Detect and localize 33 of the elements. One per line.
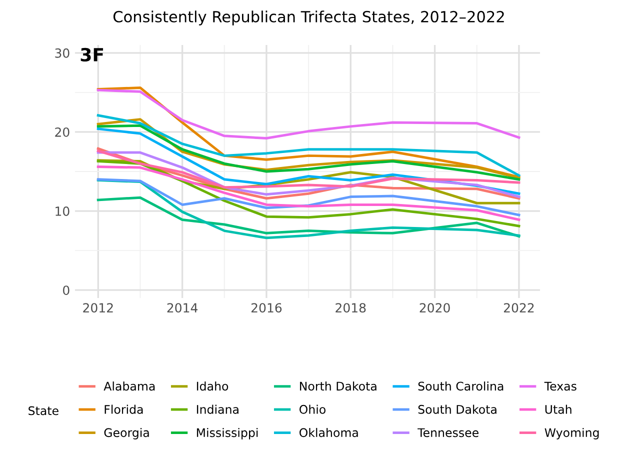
legend-label: Oklahoma [300, 428, 358, 438]
x-tick-label: 2018 [336, 303, 366, 313]
legend-label: Florida [104, 404, 143, 414]
chart-title: Consistently Republican Trifecta States, 2012–2022 [113, 10, 504, 26]
legend-label: Idaho [196, 381, 228, 391]
legend-label: South Carolina [418, 381, 504, 391]
legend-label: Indiana [196, 404, 238, 414]
legend-label: Georgia [104, 428, 149, 440]
annotation: 3F [80, 48, 104, 62]
legend-title: State [28, 406, 58, 416]
line-series [96, 150, 520, 189]
legend-label: Wyoming [544, 428, 599, 440]
line-series [96, 178, 520, 216]
legend-label: North Dakota [300, 381, 376, 391]
legend-label: Alabama [104, 381, 155, 391]
x-tick-label: 2020 [420, 303, 450, 313]
y-tick-label: 30 [55, 48, 70, 58]
legend-label: Utah [545, 404, 572, 414]
x-tick-label: 2022 [504, 303, 534, 313]
x-tick-label: 2016 [251, 303, 282, 313]
line-series [96, 160, 520, 228]
x-tick-label: 2014 [167, 303, 198, 313]
x-tick-label: 2012 [83, 303, 113, 313]
legend-label: Texas [544, 382, 576, 391]
line-series [96, 166, 520, 221]
y-tick-label: 20 [55, 127, 70, 137]
legend-label: Ohio [300, 404, 326, 414]
y-tick-label: 10 [56, 206, 70, 216]
line-series [96, 88, 520, 140]
y-tick-label: 0 [63, 286, 70, 296]
legend-label: Tennessee [418, 428, 478, 438]
legend-label: Mississippi [196, 428, 258, 440]
legend-label: South Dakota [418, 404, 496, 414]
